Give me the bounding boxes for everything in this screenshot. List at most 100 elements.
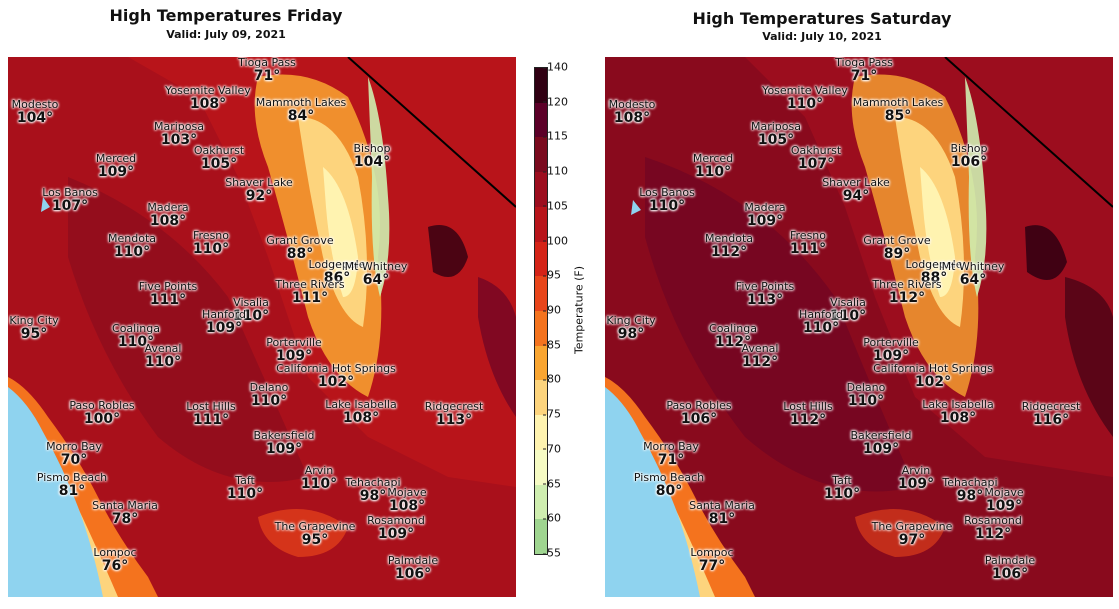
city-temperature: 97°	[898, 531, 926, 548]
city-name: Bishop	[950, 142, 988, 155]
city-temperature: 107°	[51, 197, 89, 214]
city-temperature: 77°	[698, 557, 726, 574]
friday-city-label: Morro Bay 70°	[46, 441, 102, 467]
city-temperature: 89°	[883, 245, 911, 262]
colorbar-segment	[535, 102, 547, 138]
city-name: Delano	[249, 381, 289, 394]
city-temperature: 111°	[192, 411, 230, 428]
city-temperature: 110°	[823, 485, 861, 502]
saturday-city-label: Morro Bay 71°	[643, 441, 699, 467]
city-name: Morro Bay	[46, 440, 102, 453]
city-temperature: 108°	[149, 212, 187, 229]
colorbar-segment	[535, 449, 547, 486]
city-name: Porterville	[863, 336, 919, 349]
saturday-city-label: Coalinga 112°	[709, 323, 757, 349]
city-name: Lake Isabella	[922, 398, 994, 411]
city-name: Rosamond	[367, 514, 425, 527]
city-temperature: 94°	[842, 187, 870, 204]
friday-city-label: Avenal 110°	[145, 343, 182, 369]
city-name: Lost Hills	[783, 400, 833, 413]
city-temperature: 108°	[613, 109, 651, 126]
saturday-city-label: Arvin 109°	[898, 465, 934, 491]
city-name: Lodgepole	[308, 258, 366, 271]
city-temperature: 81°	[58, 482, 86, 499]
right-panel-title: High Temperatures Saturday	[692, 9, 952, 28]
city-temperature: 102°	[914, 373, 952, 390]
friday-city-label: Merced 109°	[96, 153, 136, 179]
saturday-city-label: Bakersfield 109°	[850, 430, 911, 456]
colorbar-tick-label: 100	[543, 234, 568, 248]
friday-city-label: Five Points 111°	[139, 281, 197, 307]
city-temperature: 88°	[286, 245, 314, 262]
city-temperature: 108°	[388, 497, 426, 514]
city-temperature: 111°	[789, 240, 827, 257]
city-temperature: 81°	[708, 510, 736, 527]
left-panel-valid-date: Valid: July 09, 2021	[166, 28, 286, 41]
city-temperature: 110°	[232, 307, 270, 324]
colorbar-segment	[535, 241, 547, 277]
city-temperature: 112°	[974, 525, 1012, 542]
city-temperature: 110°	[144, 353, 182, 370]
city-name: Tioga Pass	[835, 57, 893, 69]
colorbar-tick-label: 110	[543, 164, 568, 178]
city-temperature: 88°	[920, 269, 948, 286]
friday-city-label: Los Banos 107°	[42, 187, 98, 213]
friday-city-label: Delano 110°	[250, 382, 289, 408]
friday-city-label: Rosamond 109°	[367, 515, 425, 541]
city-name: Oakhurst	[790, 144, 842, 157]
city-name: Mariposa	[154, 120, 204, 133]
colorbar-tick-label: 55	[543, 546, 561, 560]
saturday-city-label: Delano 110°	[847, 382, 886, 408]
saturday-city-label: Mammoth Lakes 85°	[853, 97, 944, 123]
city-temperature: 112°	[789, 411, 827, 428]
city-temperature: 85°	[884, 107, 912, 124]
friday-city-label: Lake Isabella 108°	[325, 399, 396, 425]
city-temperature: 95°	[301, 531, 329, 548]
friday-city-label: Mendota 110°	[108, 233, 156, 259]
city-temperature: 110°	[786, 95, 824, 112]
friday-city-label: Lodgepole 86°	[309, 259, 366, 285]
saturday-city-label: Three Rivers 112°	[872, 279, 941, 305]
city-name: Lost Hills	[186, 400, 236, 413]
saturday-map-shading	[605, 57, 1113, 597]
saturday-city-label: Oakhurst 107°	[791, 145, 841, 171]
city-temperature: 110°	[113, 243, 151, 260]
city-name: Mt Whitney	[941, 260, 1005, 273]
colorbar-segment	[535, 380, 547, 416]
city-temperature: 108°	[342, 409, 380, 426]
friday-city-label: Tioga Pass 71°	[238, 57, 296, 83]
friday-city-label: Hanford 109°	[202, 309, 246, 335]
city-name: Yosemite Valley	[165, 84, 251, 97]
city-temperature: 108°	[939, 409, 977, 426]
colorbar-segment	[535, 137, 547, 173]
city-temperature: 76°	[101, 557, 129, 574]
city-temperature: 106°	[680, 410, 718, 427]
city-name: Coalinga	[709, 322, 757, 335]
city-name: King City	[9, 314, 59, 327]
colorbar-tick-label: 70	[543, 442, 561, 456]
colorbar-tick-label: 140	[543, 60, 568, 74]
friday-city-label: Oakhurst 105°	[194, 145, 244, 171]
city-name: Modesto	[11, 98, 59, 111]
city-name: Mendota	[108, 232, 156, 245]
saturday-city-label: California Hot Springs 102°	[873, 363, 993, 389]
friday-city-label: Modesto 104°	[12, 99, 59, 125]
city-temperature: 109°	[205, 319, 243, 336]
city-temperature: 100°	[83, 410, 121, 427]
city-temperature: 105°	[200, 155, 238, 172]
city-temperature: 109°	[872, 347, 910, 364]
saturday-city-label: Bishop 106°	[950, 143, 987, 169]
city-temperature: 110°	[829, 307, 867, 324]
colorbar-tick-label: 65	[543, 477, 561, 491]
friday-city-label: Mt Whitney 64°	[345, 261, 408, 287]
friday-city-label: The Grapevine 95°	[275, 521, 356, 547]
colorbar-tick-label: 80	[543, 372, 561, 386]
city-name: Rosamond	[964, 514, 1022, 527]
city-temperature: 103°	[160, 131, 198, 148]
colorbar-tick-label: 115	[543, 129, 568, 143]
friday-city-label: Porterville 109°	[266, 337, 322, 363]
city-temperature: 64°	[959, 271, 987, 288]
friday-city-label: Mammoth Lakes 84°	[256, 97, 347, 123]
city-temperature: 113°	[746, 291, 784, 308]
city-name: Grant Grove	[266, 234, 334, 247]
